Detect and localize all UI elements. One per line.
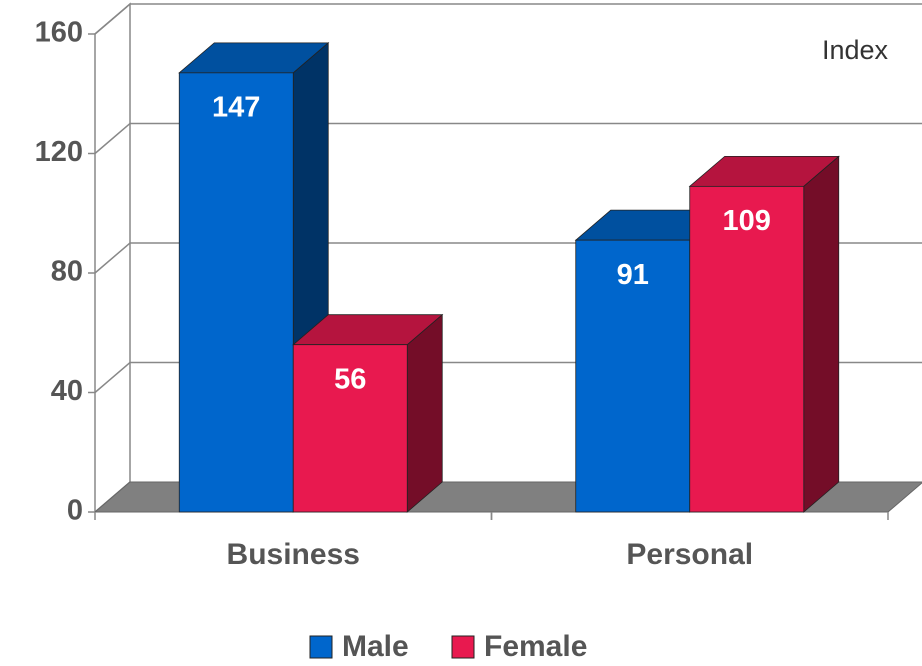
legend-label: Female bbox=[484, 630, 587, 663]
value-label: 109 bbox=[723, 205, 771, 237]
y-tick-label: 0 bbox=[67, 495, 83, 527]
bar bbox=[689, 185, 805, 513]
legend-swatch bbox=[309, 635, 333, 659]
x-tick-label: Business bbox=[227, 538, 360, 571]
value-label: 91 bbox=[617, 259, 649, 291]
x-tick-label: Personal bbox=[626, 538, 753, 571]
bar-side bbox=[406, 313, 443, 513]
value-label: 147 bbox=[212, 91, 260, 123]
legend-label: Male bbox=[342, 630, 409, 663]
y-tick-label: 160 bbox=[35, 17, 83, 49]
y-tick-label: 80 bbox=[51, 256, 83, 288]
value-label: 56 bbox=[334, 363, 366, 395]
grid-line bbox=[94, 3, 922, 35]
y-tick-label: 40 bbox=[51, 375, 83, 407]
bar bbox=[575, 239, 691, 513]
annotation: Index bbox=[822, 35, 889, 65]
legend-swatch bbox=[451, 635, 475, 659]
bar-side bbox=[803, 155, 840, 513]
y-tick-label: 120 bbox=[35, 136, 83, 168]
bar bbox=[292, 344, 408, 513]
grid-line bbox=[94, 122, 922, 155]
bar bbox=[178, 72, 294, 513]
